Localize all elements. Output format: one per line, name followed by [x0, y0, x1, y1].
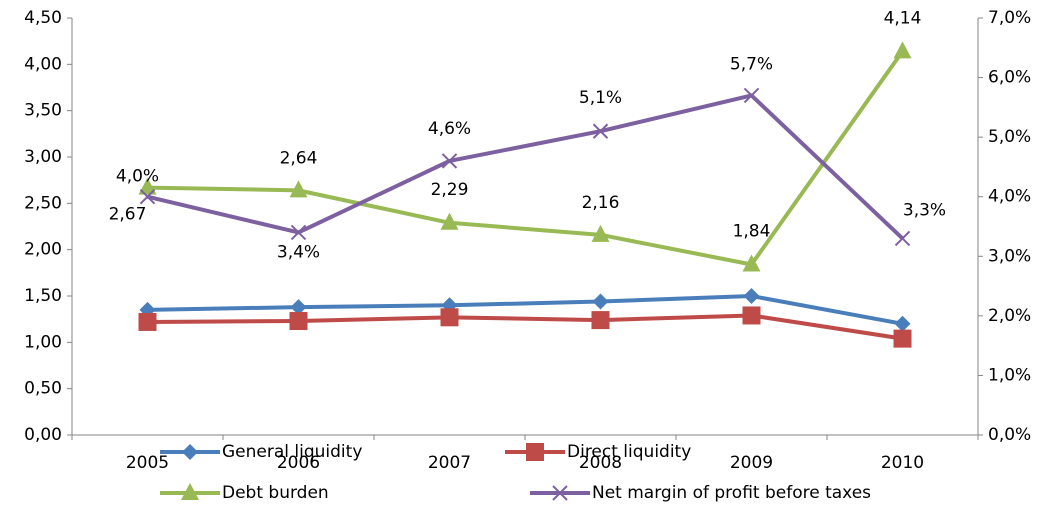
y-tick-label: 0,00 — [24, 425, 62, 445]
x-tick-label: 2008 — [579, 453, 622, 473]
legend-label: General liquidity — [222, 442, 362, 462]
x-tick-label: 2006 — [277, 453, 320, 473]
y2-tick-label: 7,0% — [988, 8, 1031, 28]
legend-label: Direct liquidity — [567, 442, 691, 462]
point — [526, 443, 544, 461]
data-label: 2,64 — [280, 148, 318, 168]
point — [592, 123, 609, 139]
point — [138, 312, 157, 331]
data-label: 2,67 — [109, 205, 147, 225]
point — [894, 230, 911, 247]
y-tick-label: 1,50 — [24, 286, 62, 306]
y2-tick-label: 4,0% — [988, 187, 1031, 207]
point — [742, 254, 761, 272]
y2-tick-label: 5,0% — [988, 127, 1031, 147]
series-line — [147, 50, 905, 267]
y-tick-label: 3,50 — [24, 101, 62, 121]
series-line — [147, 93, 904, 240]
data-label: 1,84 — [733, 221, 771, 241]
y-tick-label: 2,00 — [24, 240, 62, 260]
legend-label: Debt burden — [222, 483, 329, 503]
point — [894, 315, 911, 332]
data-label: 3,3% — [903, 200, 946, 220]
x-tick-label: 2009 — [730, 453, 773, 473]
point — [290, 224, 307, 241]
x-tick-label: 2005 — [126, 453, 169, 473]
y-tick-label: 4,50 — [24, 8, 62, 28]
data-label: 5,7% — [730, 54, 773, 74]
point — [591, 224, 610, 242]
y2-tick-label: 0,0% — [988, 425, 1031, 445]
point — [289, 180, 308, 198]
series-line — [147, 294, 903, 326]
y2-tick-label: 6,0% — [988, 68, 1031, 88]
data-label: 2,16 — [582, 193, 620, 213]
point — [591, 311, 610, 330]
point — [592, 293, 609, 310]
legend-label: Net margin of profit before taxes — [592, 483, 871, 503]
data-label: 2,29 — [431, 180, 469, 200]
point — [743, 288, 760, 304]
point — [440, 212, 459, 230]
point — [893, 329, 912, 348]
y2-tick-label: 3,0% — [988, 246, 1031, 266]
point — [742, 306, 761, 325]
point — [289, 312, 308, 331]
data-label: 4,14 — [884, 8, 922, 28]
point — [139, 189, 156, 205]
point — [181, 483, 199, 500]
point — [743, 87, 760, 104]
point — [290, 299, 307, 316]
data-label: 5,1% — [579, 88, 622, 108]
point — [552, 485, 568, 501]
data-label: 3,4% — [277, 242, 320, 262]
series-line — [147, 313, 903, 341]
point — [441, 153, 458, 169]
x-tick-label: 2007 — [428, 453, 471, 473]
point — [182, 444, 198, 460]
y2-tick-label: 1,0% — [988, 365, 1031, 385]
data-label: 4,6% — [428, 119, 471, 139]
point — [440, 308, 459, 327]
x-tick-label: 2010 — [881, 453, 924, 473]
data-label: 4,0% — [116, 167, 159, 187]
point — [138, 177, 157, 195]
y-tick-label: 2,50 — [24, 193, 62, 213]
y-tick-label: 3,00 — [24, 147, 62, 167]
y-tick-label: 4,00 — [24, 54, 62, 74]
y-tick-label: 0,50 — [24, 379, 62, 399]
point — [893, 41, 912, 59]
y-tick-label: 1,00 — [24, 332, 62, 352]
y2-tick-label: 2,0% — [988, 306, 1031, 326]
